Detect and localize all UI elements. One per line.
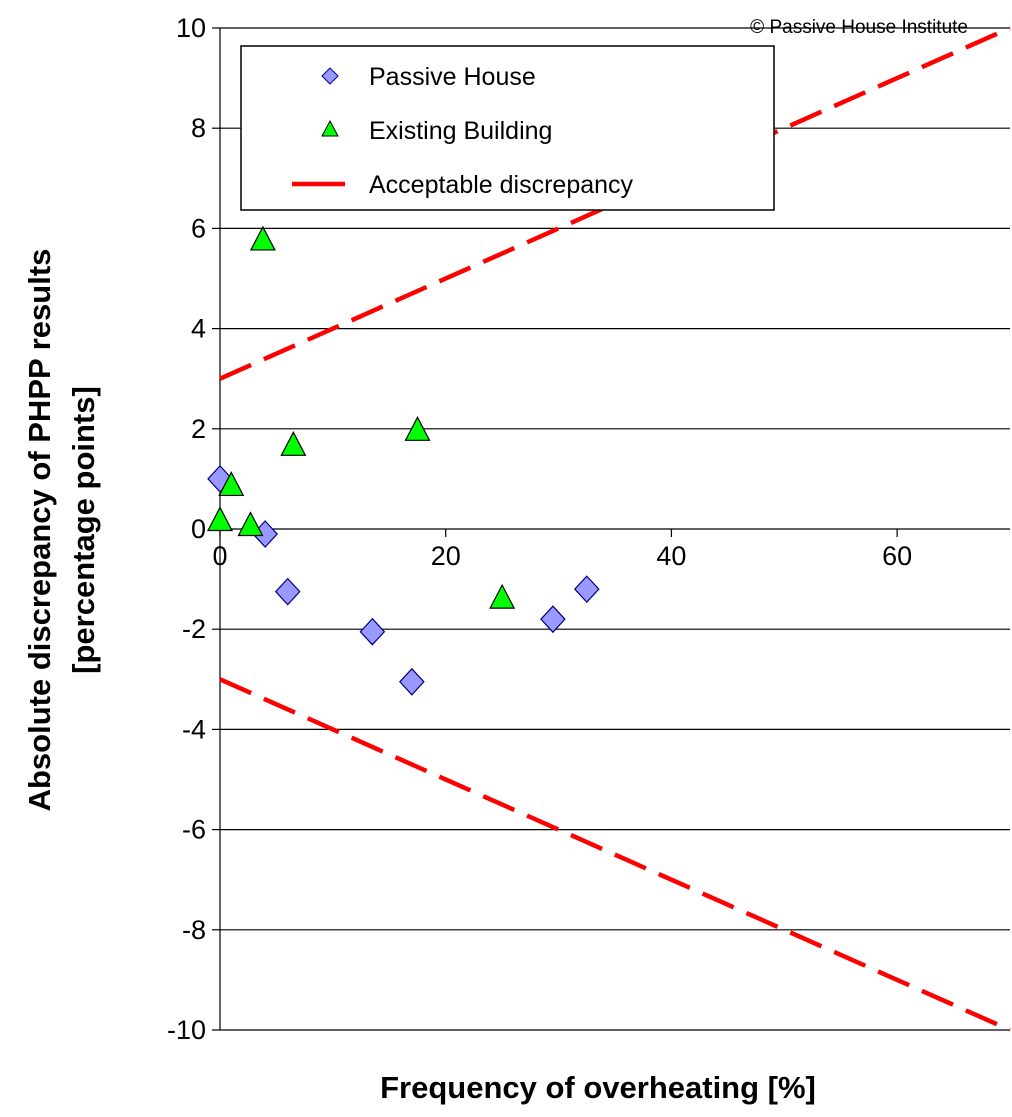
y-tick-label: 4 <box>191 314 206 344</box>
y-axis-title-line-2: [percentage points] <box>66 386 101 674</box>
x-tick-label: 40 <box>656 541 686 571</box>
legend: Passive House Existing Building Acceptable… <box>240 45 775 211</box>
y-tick-label: 10 <box>176 13 206 43</box>
y-tick-label: 2 <box>191 414 206 444</box>
acceptable-discrepancy-line <box>219 677 1011 1033</box>
y-axis-title: Absolute discrepancy of PHPP results [pe… <box>22 249 101 812</box>
existing-building-point <box>237 511 264 537</box>
legend-label: Acceptable discrepancy <box>369 171 634 199</box>
x-tick-label: 20 <box>431 541 461 571</box>
y-axis-title-line-1: Absolute discrepancy of PHPP results <box>22 249 57 812</box>
passive-house-point <box>359 617 386 646</box>
y-tick-label: 6 <box>191 213 206 243</box>
y-tick-label: -8 <box>182 915 206 945</box>
passive-house-point <box>399 667 425 696</box>
x-tick-label: 0 <box>212 541 227 571</box>
existing-building-point <box>404 416 431 441</box>
data-markers <box>207 225 600 696</box>
existing-building-point <box>218 471 245 497</box>
x-axis-title: Frequency of overheating [%] <box>380 1070 816 1105</box>
x-tick-label: 60 <box>882 541 912 571</box>
legend-diamond-icon <box>321 67 339 85</box>
y-tick-label: -2 <box>182 614 206 644</box>
legend-label: Passive House <box>369 63 536 91</box>
legend-label: Existing Building <box>369 117 552 145</box>
y-tick-label: 8 <box>191 113 206 143</box>
y-tick-labels: -10 -8 -6 -4 -2 0 2 4 6 8 10 <box>167 13 206 1045</box>
existing-building-point <box>207 506 233 532</box>
passive-house-point <box>274 577 301 606</box>
y-tick-label: -10 <box>167 1015 206 1045</box>
copyright-label: © Passive House Institute <box>750 17 968 38</box>
x-tick-labels: 0 20 40 60 <box>212 541 912 571</box>
existing-building-point <box>280 431 307 456</box>
existing-building-point <box>249 225 276 251</box>
y-tick-label: -6 <box>182 815 206 845</box>
passive-house-point <box>573 575 600 604</box>
passive-house-point <box>540 605 566 634</box>
y-tick-label: -4 <box>182 714 206 744</box>
legend-triangle-icon <box>321 119 339 137</box>
y-tick-label: 0 <box>191 514 206 544</box>
existing-building-point <box>489 583 516 609</box>
